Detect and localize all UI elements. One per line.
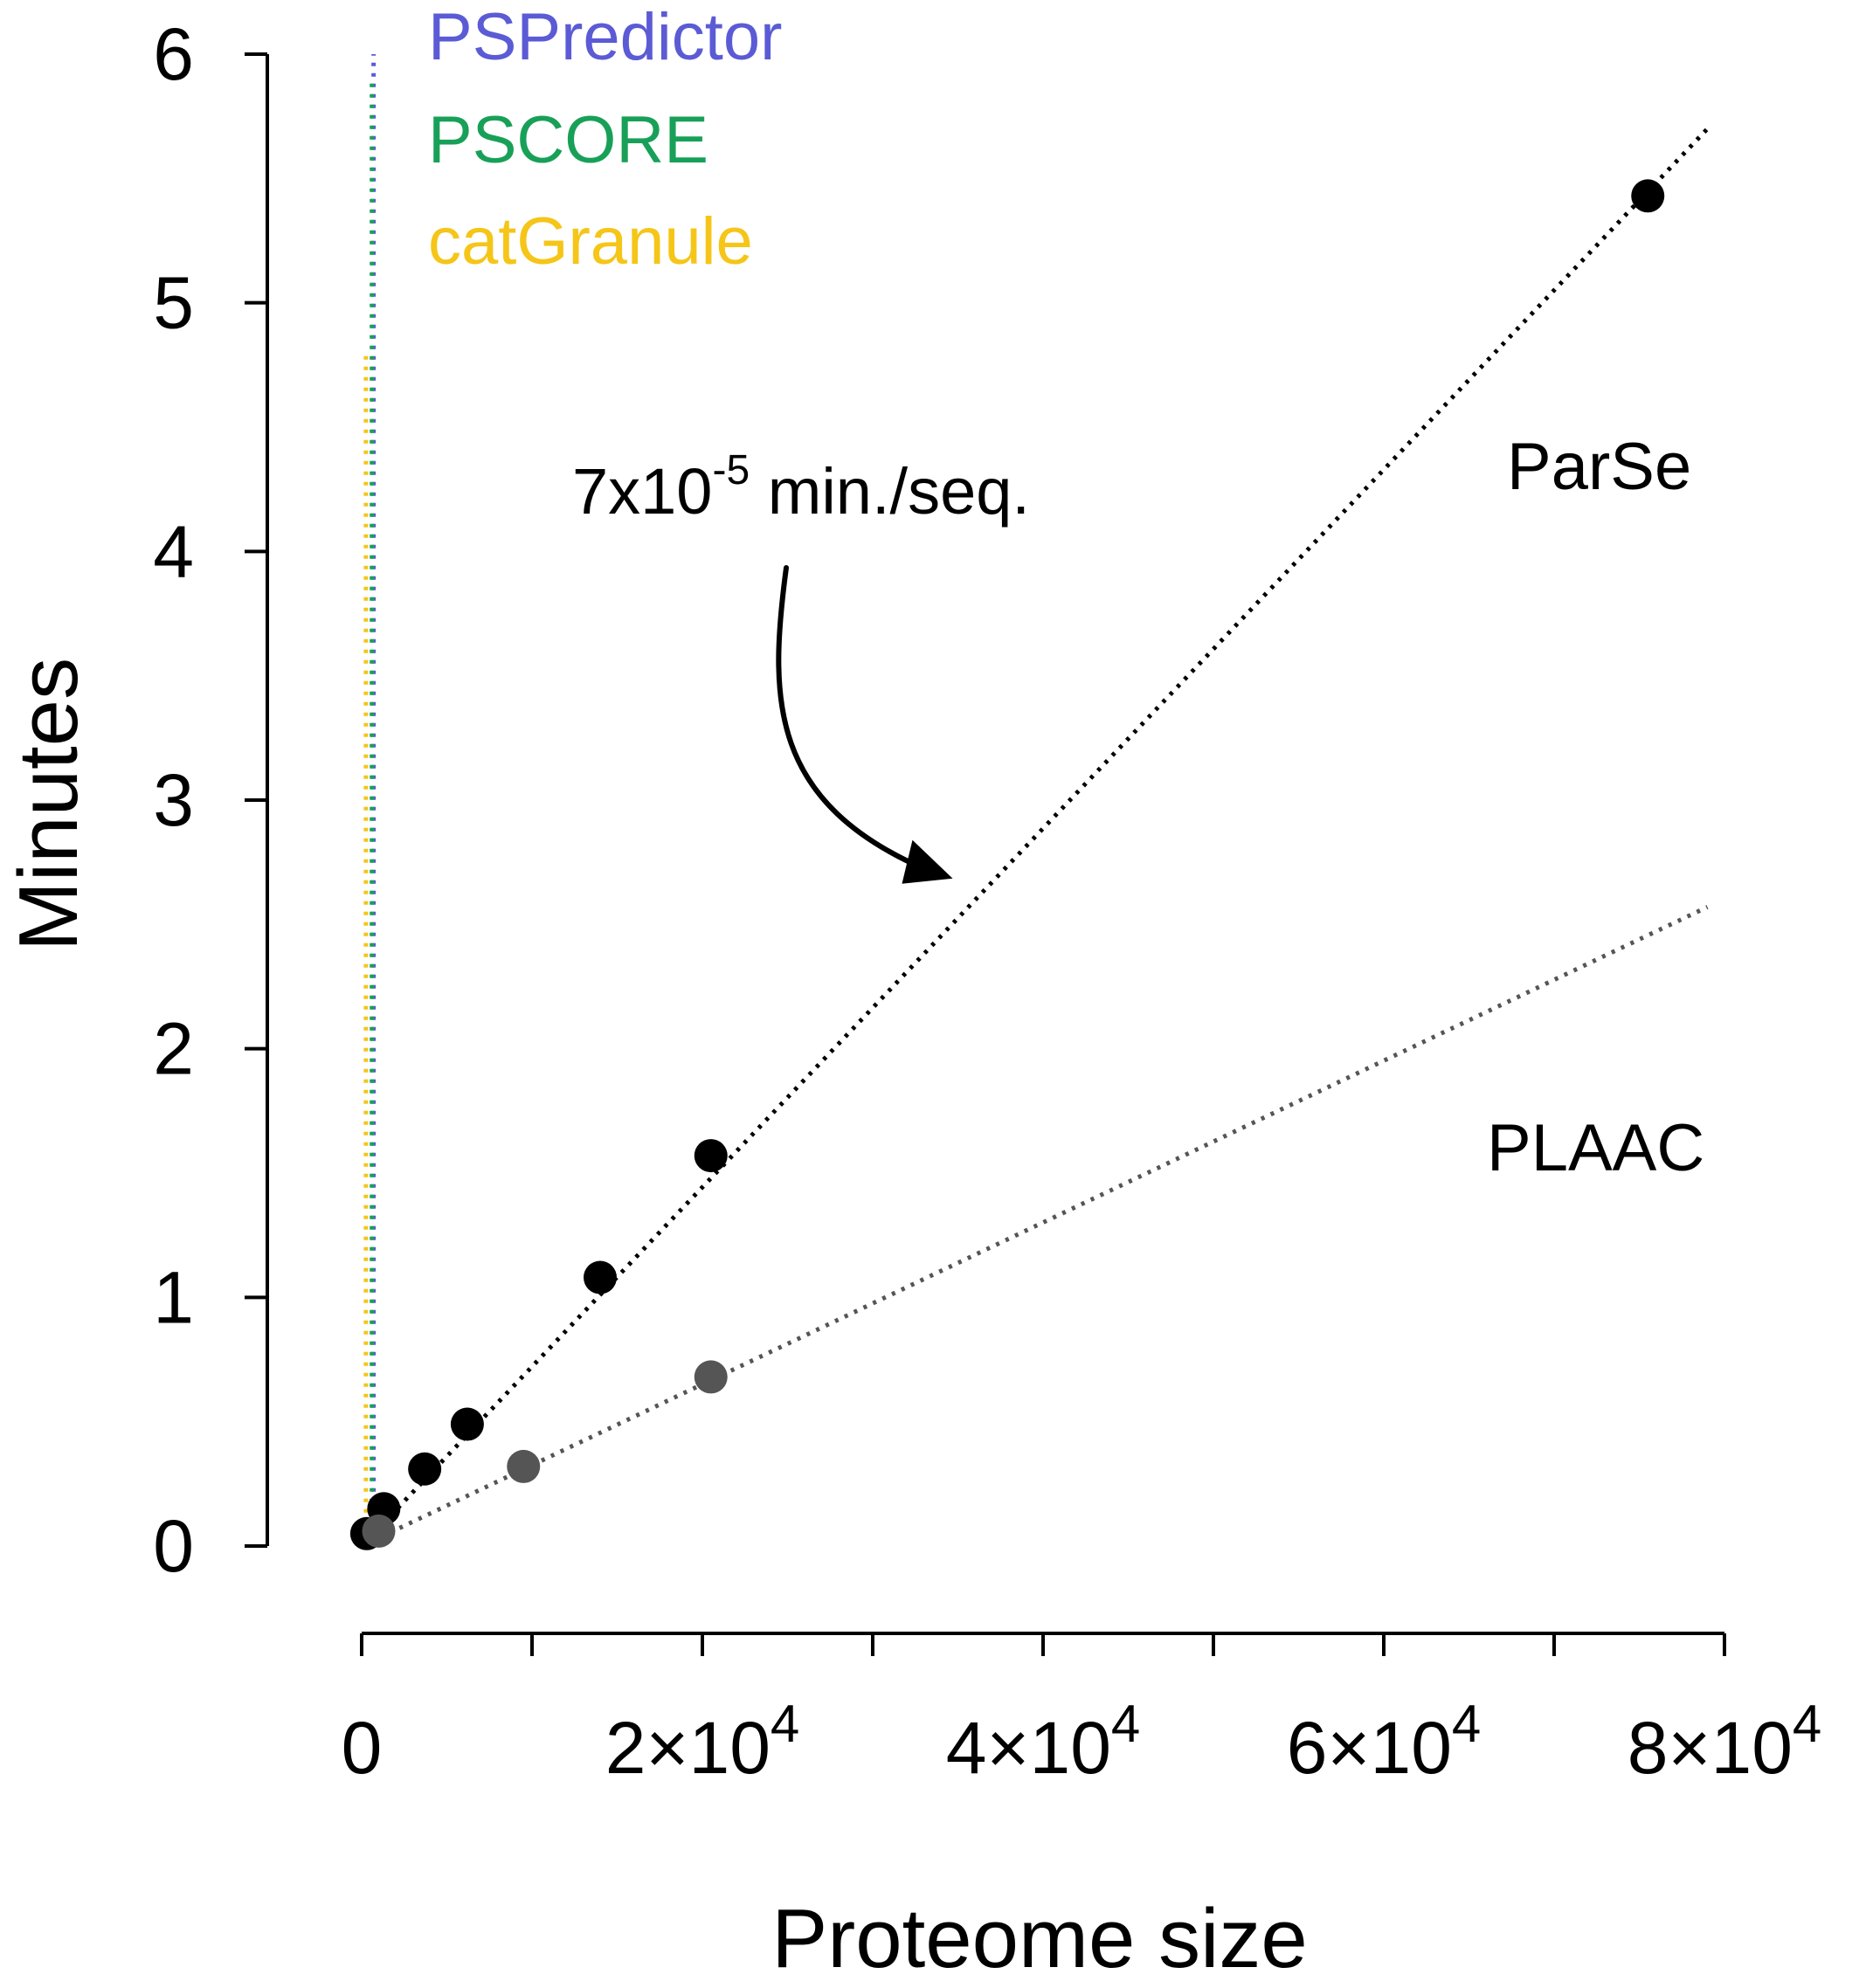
x-tick-label-40000: 4×104 <box>946 1695 1141 1789</box>
x-axis-title: Proteome size <box>771 1892 1308 1985</box>
point-plaac-0 <box>362 1514 396 1548</box>
y-tick-label-0: 0 <box>153 1505 194 1587</box>
point-plaac-2 <box>694 1360 728 1394</box>
point-parse-4 <box>584 1260 617 1294</box>
legend-label-pspredictor: PSPredictor <box>428 0 783 74</box>
y-tick-label-4: 4 <box>153 510 194 592</box>
fit-line-plaac <box>360 905 1709 1549</box>
x-axis-ticks: 0 2×104 4×104 6×104 8×104 <box>342 1633 1822 1789</box>
y-axis-ticks: 0 1 2 3 4 5 6 <box>153 13 267 1587</box>
rate-annotation: 7x10-5 min./seq. <box>572 447 1030 528</box>
y-tick-label-3: 3 <box>153 759 194 841</box>
fit-line-parse <box>360 127 1710 1548</box>
x-tick-label-20000: 2×104 <box>605 1695 800 1789</box>
x-tick-label-0: 0 <box>342 1707 383 1789</box>
data-points-layer <box>349 179 1665 1550</box>
annotation-arrow <box>776 565 953 884</box>
y-tick-label-2: 2 <box>153 1008 194 1090</box>
y-tick-label-6: 6 <box>153 13 194 95</box>
rate-annotation-exponent: -5 <box>712 447 750 494</box>
y-tick-label-1: 1 <box>153 1256 194 1338</box>
legend-label-pscore: PSCORE <box>428 103 708 177</box>
x-tick-label-60000: 6×104 <box>1287 1695 1482 1789</box>
rate-annotation-suffix: min./seq. <box>750 455 1030 528</box>
point-parse-6 <box>1631 179 1665 213</box>
legend-label-catgranule: catGranule <box>428 204 753 279</box>
point-parse-5 <box>694 1139 728 1173</box>
y-axis-title: Minutes <box>2 658 95 951</box>
point-parse-3 <box>450 1407 484 1441</box>
series-label-plaac: PLAAC <box>1487 1111 1704 1185</box>
point-parse-2 <box>408 1452 442 1486</box>
point-plaac-1 <box>507 1449 541 1483</box>
y-tick-label-5: 5 <box>153 262 194 344</box>
annotation-arrow-head <box>902 839 953 884</box>
x-tick-label-80000: 8×104 <box>1627 1695 1822 1789</box>
series-label-parse: ParSe <box>1507 430 1691 504</box>
fit-lines-layer <box>360 54 1710 1549</box>
annotation-arrow-curve <box>776 565 933 874</box>
